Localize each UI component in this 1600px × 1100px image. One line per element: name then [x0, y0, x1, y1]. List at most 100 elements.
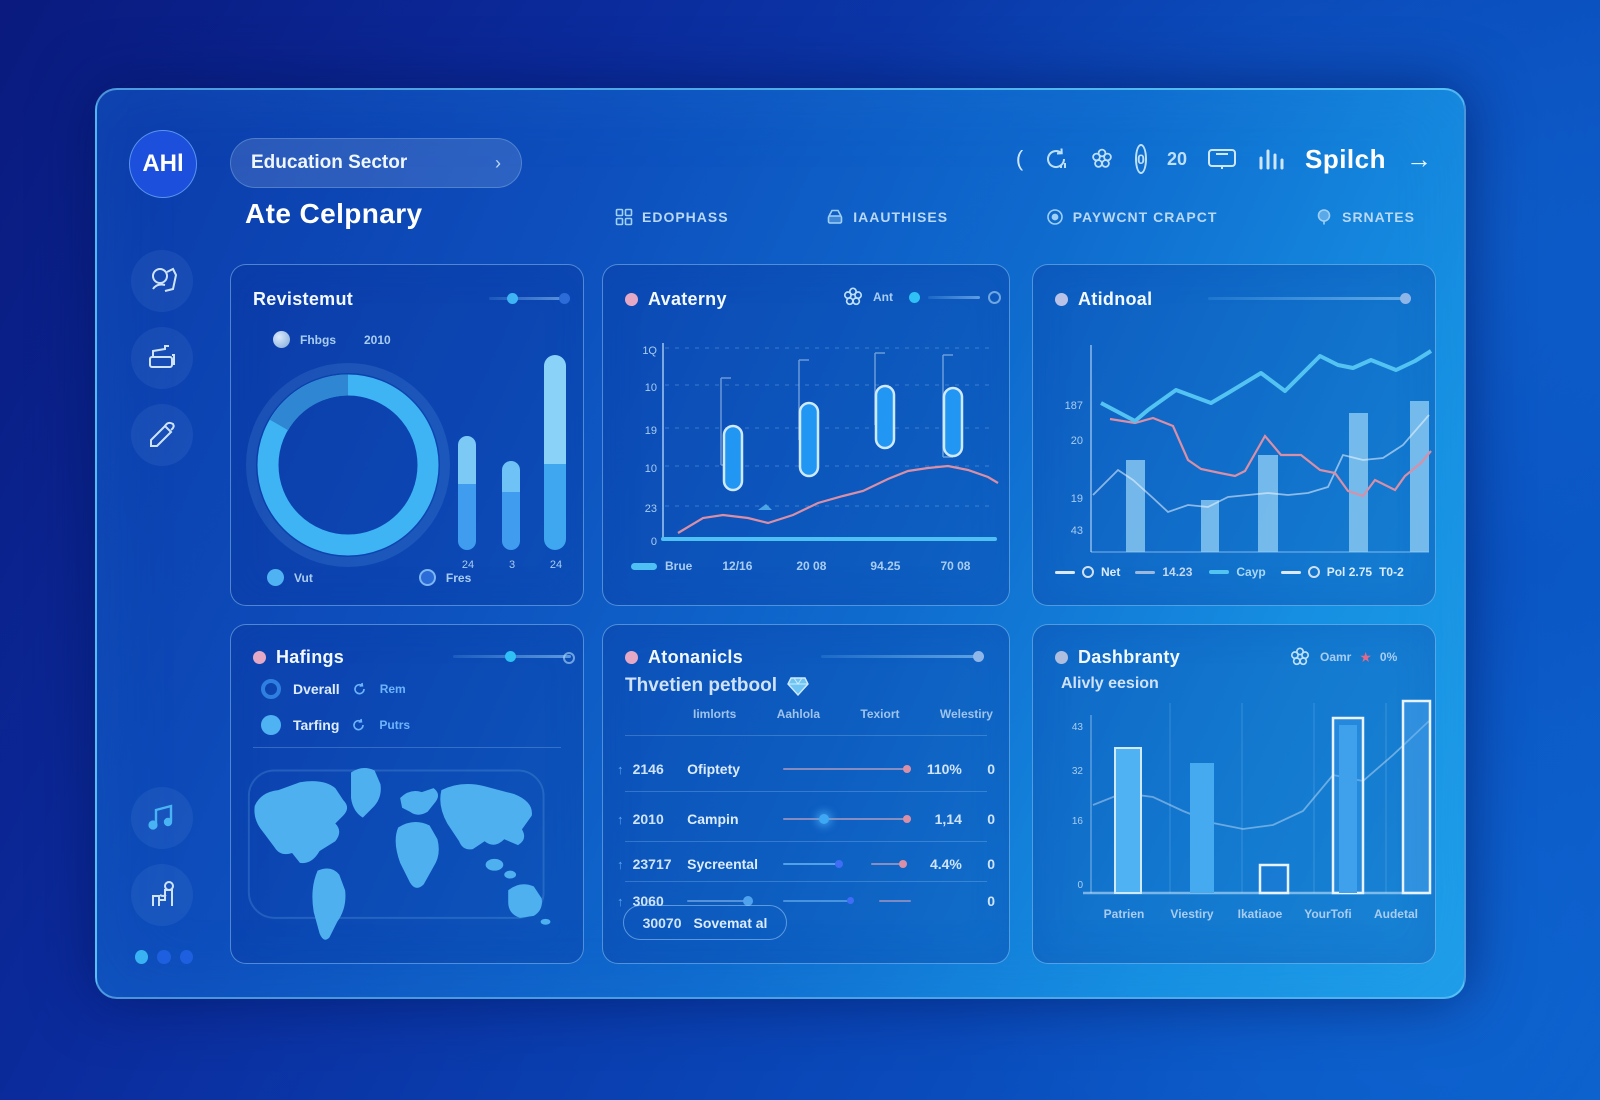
option-label: Tarfing	[293, 717, 340, 733]
radio-icon-filled[interactable]	[261, 715, 281, 735]
link-refresh-icon	[353, 718, 365, 731]
y-tick: 43	[1071, 722, 1083, 733]
sidebar-item-music[interactable]	[131, 787, 193, 849]
x-tick: 12/16	[722, 559, 753, 573]
sidebar	[131, 250, 193, 466]
panel-slider[interactable]	[489, 293, 570, 304]
back-paren[interactable]: (	[1015, 146, 1024, 171]
nav-item-iaauthises[interactable]: IAAUTHISES	[826, 208, 948, 226]
slider-handle[interactable]	[1400, 293, 1411, 304]
table-footer-pill[interactable]: 30070 Sovemat al	[623, 905, 787, 940]
cell-name: Campin	[687, 811, 739, 827]
window-button[interactable]	[1207, 146, 1237, 172]
page-dot[interactable]	[157, 950, 171, 964]
slider-handle[interactable]	[505, 651, 516, 662]
nav-label: IAAUTHISES	[853, 209, 949, 225]
globe-icon	[273, 331, 290, 348]
table-row[interactable]: ↑ 23717 Sycreental 4.4% 0	[617, 845, 995, 883]
option-label: Dverall	[293, 681, 340, 697]
sector-selector[interactable]: Education Sector ›	[230, 138, 522, 188]
presenter-chart-icon	[152, 881, 174, 906]
slider-handle[interactable]	[507, 293, 518, 304]
bar-label: 24	[549, 559, 563, 571]
legend-swatch	[631, 562, 657, 570]
top-nav: EDOPHASS IAAUTHISES PAYWCNT CRAPCT SRNAT…	[615, 208, 1415, 226]
nav-item-srnates[interactable]: SRNATES	[1315, 208, 1415, 226]
panel-title: Atonanicls	[648, 647, 744, 667]
option-link[interactable]: Rem	[379, 682, 406, 696]
page-dot[interactable]	[179, 950, 193, 964]
table-row[interactable]: ↑ 2010 Campin 1,14 0	[617, 797, 995, 841]
slider-end-ring	[988, 290, 1001, 304]
footer-id: 30070	[642, 914, 682, 931]
nav-label: EDOPHASS	[642, 209, 729, 225]
brand-wordmark: Spilch	[1304, 143, 1386, 174]
slider-handle[interactable]	[909, 291, 920, 303]
cell-name: Ofiptety	[687, 761, 741, 777]
panel-avaterny: Avaterny Ant	[602, 264, 1010, 606]
panel-slider[interactable]	[1208, 293, 1411, 304]
link-refresh-icon	[353, 682, 365, 695]
control-label: Oamr	[1320, 650, 1352, 664]
app-logo[interactable]: AHl	[129, 130, 197, 198]
nav-item-paywcnt-crapct[interactable]: PAYWCNT CRAPCT	[1046, 208, 1218, 226]
legend-label: Brue	[665, 559, 693, 573]
x-tick: 20 08	[796, 559, 827, 573]
legend-label: Pol 2.75	[1326, 565, 1373, 579]
stats-button[interactable]	[1257, 146, 1285, 172]
sidebar-bottom	[131, 787, 193, 964]
option-row-dverall[interactable]: Dverall Rem	[261, 679, 406, 699]
panel-dot	[1055, 293, 1068, 306]
panel-title: Revistemut	[253, 289, 354, 309]
flower-icon[interactable]	[841, 285, 865, 309]
settings-button[interactable]	[1089, 146, 1115, 172]
y-tick: 19	[1070, 493, 1083, 505]
flower-icon[interactable]	[1288, 645, 1312, 669]
cell-name: Sycreental	[687, 856, 758, 872]
tray-icon	[827, 209, 843, 224]
arrow-right-icon[interactable]: →	[1406, 143, 1432, 174]
cell-id: 2146	[632, 761, 664, 777]
sidebar-item-edit[interactable]	[131, 404, 193, 466]
nav-label: PAYWCNT CRAPCT	[1072, 209, 1218, 225]
legend-label: Fhbgs	[300, 332, 336, 347]
panel-dashbranty: Dashbranty Oamr ★ 0% Alivly eesion	[1032, 624, 1436, 964]
y-tick: 20	[1070, 435, 1083, 447]
badge-value: 0%	[1379, 650, 1398, 664]
refresh-button[interactable]	[1043, 146, 1069, 172]
cell-count: 0	[987, 811, 995, 827]
panel-dot	[253, 651, 266, 664]
cell-value: 1,14	[934, 811, 962, 827]
radio-icon[interactable]	[261, 679, 281, 699]
panel-title: Atidnoal	[1078, 289, 1153, 309]
option-link[interactable]: Putrs	[379, 718, 411, 732]
window-icon	[1207, 149, 1236, 169]
sidebar-item-search-profile[interactable]	[131, 250, 193, 312]
star-icon: ★	[1359, 648, 1372, 665]
page-dot-active[interactable]	[135, 950, 149, 964]
flower-icon	[1092, 148, 1112, 168]
up-arrow-icon: ↑	[617, 856, 624, 872]
panel-slider[interactable]	[453, 651, 575, 664]
world-map[interactable]	[241, 751, 575, 955]
legend-ring	[1082, 566, 1094, 578]
column-header: Aahlola	[776, 707, 821, 721]
x-tick: 70 08	[940, 559, 971, 573]
nav-item-edophass[interactable]: EDOPHASS	[615, 208, 729, 226]
sidebar-item-printer[interactable]	[131, 327, 193, 389]
sidebar-item-presenter[interactable]	[131, 864, 193, 926]
y-tick: 43	[1070, 525, 1083, 537]
panel-slider[interactable]	[821, 651, 984, 662]
count-badge: 20	[1166, 148, 1187, 169]
pin-icon	[1317, 209, 1331, 225]
cell-count: 0	[987, 761, 995, 777]
y-tick: 10	[644, 382, 657, 394]
info-button[interactable]: 0	[1135, 144, 1147, 174]
y-tick: 1Q	[642, 345, 657, 357]
option-row-tarfing[interactable]: Tarfing Putrs	[261, 715, 410, 735]
slider-handle[interactable]	[973, 651, 984, 662]
control-label: Ant	[873, 290, 893, 304]
table-row[interactable]: ↑ 2146 Ofiptety 110% 0	[617, 747, 995, 791]
x-tick: Viestiry	[1170, 907, 1214, 921]
